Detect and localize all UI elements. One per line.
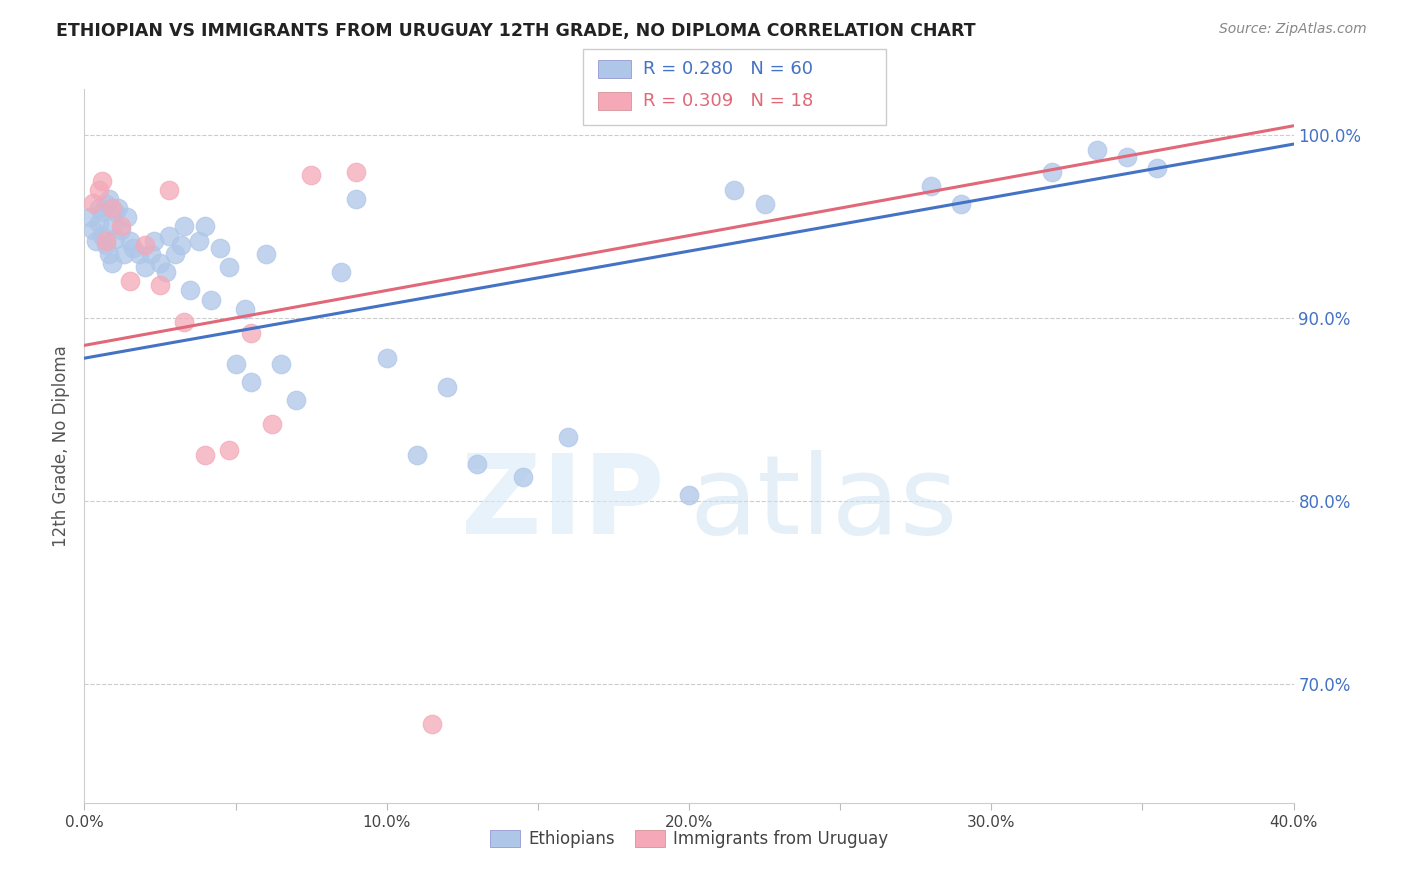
Point [112, 247, 135, 261]
Point [754, 197, 776, 211]
Point [100, 201, 122, 215]
Text: ZIP: ZIP [461, 450, 665, 557]
Point [239, 375, 262, 389]
Text: Source: ZipAtlas.com: Source: ZipAtlas.com [1219, 22, 1367, 37]
Point [97, 192, 120, 206]
Point [165, 247, 187, 261]
Legend: Ethiopians, Immigrants from Uruguay: Ethiopians, Immigrants from Uruguay [484, 823, 894, 855]
Point [91, 174, 114, 188]
Point [512, 470, 534, 484]
Point [134, 237, 156, 252]
Point [142, 234, 165, 248]
Point [89, 201, 111, 215]
Point [1146, 161, 1168, 175]
Point [121, 241, 143, 255]
Point [678, 488, 700, 502]
Point [200, 293, 222, 307]
Point [1040, 164, 1063, 178]
Point [94, 237, 117, 252]
Point [107, 201, 129, 215]
Point [330, 265, 353, 279]
Point [218, 260, 240, 274]
Text: ETHIOPIAN VS IMMIGRANTS FROM URUGUAY 12TH GRADE, NO DIPLOMA CORRELATION CHART: ETHIOPIAN VS IMMIGRANTS FROM URUGUAY 12T… [56, 22, 976, 40]
Text: atlas: atlas [689, 450, 957, 557]
Point [173, 315, 195, 329]
Point [299, 168, 322, 182]
Point [79, 211, 101, 225]
Point [1085, 143, 1108, 157]
Point [128, 247, 150, 261]
Point [346, 164, 368, 178]
Point [155, 265, 177, 279]
Point [82, 223, 104, 237]
Point [118, 274, 141, 288]
Point [375, 351, 398, 366]
Point [406, 448, 429, 462]
Point [89, 216, 111, 230]
Point [285, 393, 308, 408]
Point [346, 192, 368, 206]
Point [97, 247, 120, 261]
Point [194, 448, 217, 462]
Point [134, 260, 156, 274]
Point [94, 234, 117, 248]
Point [110, 223, 132, 237]
Point [225, 357, 247, 371]
Text: R = 0.280   N = 60: R = 0.280 N = 60 [643, 60, 813, 78]
Point [89, 183, 111, 197]
Point [118, 234, 141, 248]
Point [149, 277, 172, 292]
Point [179, 284, 201, 298]
Point [420, 717, 443, 731]
Point [467, 458, 489, 472]
Point [270, 357, 292, 371]
Point [149, 256, 172, 270]
Y-axis label: 12th Grade, No Diploma: 12th Grade, No Diploma [52, 345, 70, 547]
Point [254, 247, 277, 261]
Point [950, 197, 973, 211]
Point [91, 204, 114, 219]
Point [436, 380, 458, 394]
Point [100, 256, 122, 270]
Point [100, 219, 122, 234]
Point [557, 430, 579, 444]
Point [86, 234, 108, 248]
Point [218, 442, 240, 457]
Point [170, 237, 193, 252]
Point [82, 195, 104, 210]
Point [139, 247, 162, 261]
Point [1116, 150, 1139, 164]
Text: R = 0.309   N = 18: R = 0.309 N = 18 [643, 92, 813, 110]
Point [94, 197, 117, 211]
Point [104, 204, 127, 219]
Point [173, 219, 195, 234]
Point [920, 179, 942, 194]
Point [723, 183, 745, 197]
Point [194, 219, 217, 234]
Point [209, 241, 232, 255]
Point [239, 326, 262, 340]
Point [260, 417, 283, 431]
Point [104, 232, 127, 246]
Point [91, 228, 114, 243]
Point [188, 234, 211, 248]
Point [110, 219, 132, 234]
Point [233, 301, 256, 316]
Point [115, 211, 138, 225]
Point [157, 228, 180, 243]
Point [157, 183, 180, 197]
